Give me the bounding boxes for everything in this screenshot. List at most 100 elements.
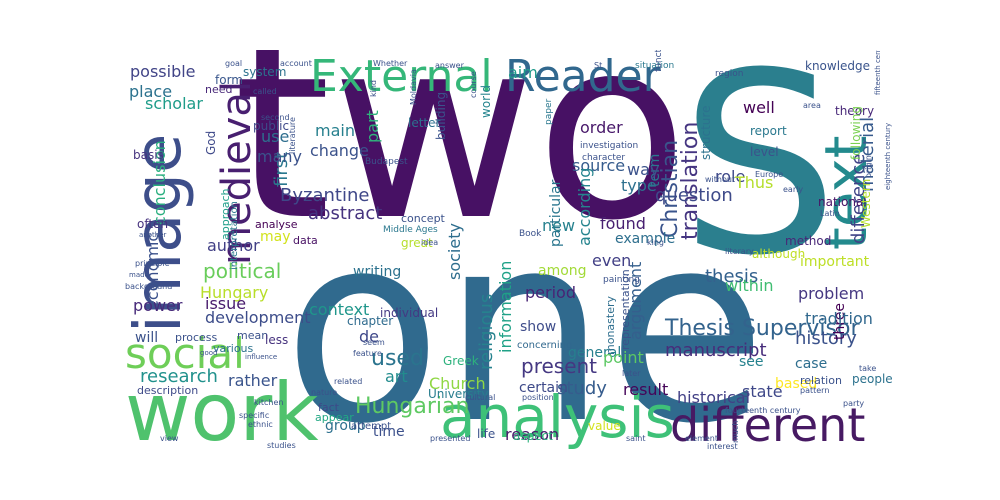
word-reader: Reader (505, 51, 661, 102)
word-fact: fact (318, 401, 339, 414)
word-different: different (670, 398, 866, 450)
word-ethnic: ethnic (248, 420, 273, 429)
word-way: way (627, 160, 660, 179)
word-influence: influence (245, 353, 278, 361)
word-whether: Whether (373, 59, 408, 68)
word-external: External (310, 51, 493, 102)
word-description: description (137, 384, 199, 397)
word-made: made (129, 271, 149, 279)
word-result: result (623, 380, 669, 399)
word-idea: idea (421, 238, 439, 247)
word-various: various (213, 342, 254, 355)
word-work: work (125, 366, 319, 451)
word-rather: rather (228, 371, 278, 390)
word-attempt: attempt (351, 421, 392, 432)
word-public: public (253, 119, 290, 133)
word-following: following (849, 106, 863, 160)
word-fifteenth-century: fifteenth century (874, 50, 882, 95)
word-called: called (253, 87, 277, 96)
word-budapest: Budapest (365, 157, 408, 167)
word-process: process (175, 331, 218, 344)
word-hungary: Hungary (200, 283, 269, 302)
word-example: example (615, 231, 676, 247)
word-early: early (783, 185, 804, 194)
word-kitchen: kitchen (254, 398, 284, 407)
word-great: great (401, 236, 433, 250)
word-information: information (496, 260, 515, 353)
word-thesis-supervisor: Thesis Supervisor (665, 316, 860, 341)
word-question: question (655, 185, 733, 206)
word-used: used (371, 346, 424, 371)
word-st: St (594, 61, 603, 70)
word-may: may (260, 229, 291, 245)
word-aspect: aspect (513, 429, 553, 443)
word-found: found (600, 214, 646, 233)
word-case: case (795, 356, 828, 372)
word-point: point (603, 348, 644, 367)
word-thesis: thesis (705, 266, 759, 287)
word-aim: aim (508, 63, 538, 82)
word-book: Book (519, 229, 542, 239)
word-place: place (129, 82, 173, 101)
word-literature: literature (288, 117, 297, 154)
word-account: account (280, 59, 312, 68)
word-feature: feature (353, 349, 382, 358)
word-art: art (385, 367, 408, 386)
word-change: change (310, 141, 369, 160)
word-letter: letter (408, 116, 441, 130)
word-character: character (582, 153, 626, 163)
word-party: party (843, 399, 865, 408)
word-order: order (580, 118, 623, 137)
word-level: level (750, 145, 779, 159)
word-knowledge: knowledge (805, 59, 871, 73)
word-role: role (715, 167, 746, 186)
word-tradition: tradition (805, 309, 873, 328)
word-world: world (479, 84, 493, 118)
word-many: many (257, 147, 302, 166)
word-life: life (477, 427, 496, 441)
word-social: social (125, 329, 245, 378)
word-region: region (715, 69, 744, 79)
word-god: God (204, 130, 218, 155)
word-function: function (654, 50, 664, 72)
word-although: although (752, 247, 806, 261)
word-particular: particular (548, 179, 564, 247)
word-author: author (207, 236, 260, 255)
word-one: one (283, 179, 767, 450)
word-state: state (742, 382, 783, 401)
word-answer: answer (435, 61, 464, 70)
word-structure: structure (699, 105, 713, 160)
word-among: among (538, 263, 587, 279)
word-analyse: analyse (255, 218, 298, 231)
word-western: Western (859, 178, 873, 228)
word-position: position (522, 393, 554, 402)
word-theory: theory (835, 104, 875, 118)
word-report: report (750, 124, 787, 138)
word-basis: basis (133, 148, 164, 162)
word-issue: issue (205, 294, 247, 313)
word-time: time (373, 424, 405, 440)
word-within: within (725, 276, 774, 295)
word-will: will (135, 330, 159, 346)
word-take: take (859, 364, 877, 373)
word-good: good (200, 349, 218, 357)
word-data: data (293, 234, 318, 247)
word-individual: individual (380, 306, 439, 320)
word-principle: principle (135, 259, 170, 268)
word-specific: specific (239, 411, 270, 420)
word-less: less (265, 333, 289, 347)
word-interest: interest (707, 442, 738, 451)
word-historical: historical (677, 388, 751, 407)
word-later: later (622, 369, 641, 378)
word-based: based (775, 376, 818, 392)
word-study: study (557, 378, 607, 399)
word-concept: concept (401, 212, 445, 225)
word-area: area (803, 101, 821, 110)
word-present: present (521, 354, 598, 378)
word-reason: reason (505, 425, 560, 444)
word-middle-ages: Middle Ages (383, 225, 438, 235)
word-main: main (315, 121, 355, 140)
word-building: building (434, 91, 448, 140)
